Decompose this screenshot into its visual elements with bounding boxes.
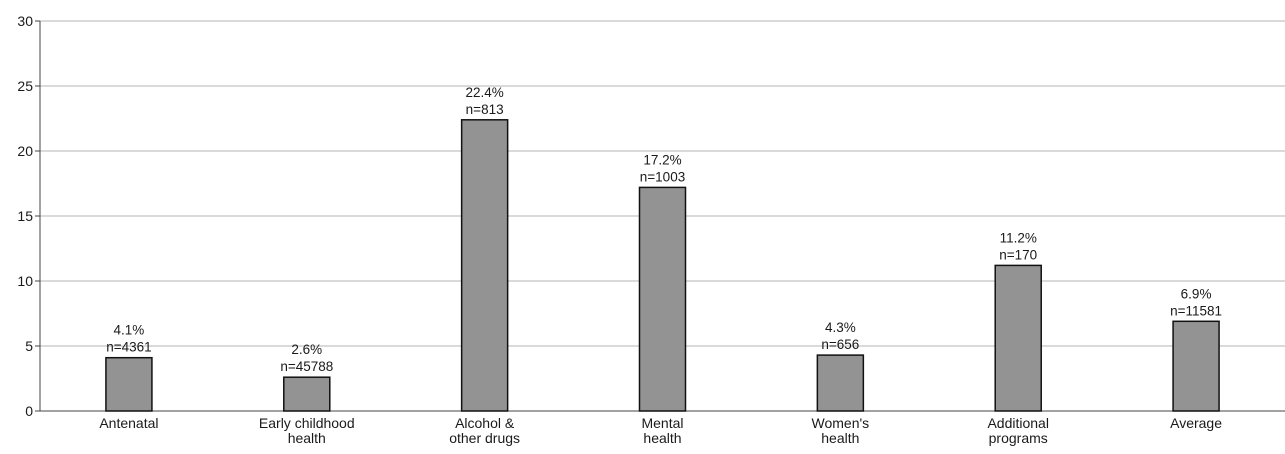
x-category-label: Alcohol &: [455, 415, 515, 431]
bar-value-label: 6.9%: [1181, 286, 1212, 301]
bar-n-label: n=11581: [1170, 303, 1222, 318]
x-category-label: Antenatal: [99, 415, 158, 431]
x-category-label: Additional: [987, 415, 1049, 431]
y-tick-label: 15: [17, 208, 33, 224]
bar-value-label: 17.2%: [643, 152, 681, 167]
bar-n-label: n=170: [999, 247, 1037, 262]
bar: [1172, 320, 1220, 412]
x-category-label: Average: [1170, 415, 1222, 431]
x-category-label: Early childhood: [259, 415, 355, 431]
y-tick-label: 10: [17, 273, 33, 289]
bar-n-label: n=813: [466, 102, 504, 117]
labels: 4.1% n=4361 Antenatal 2.6% n=45788 Early chil…: [99, 85, 1222, 446]
bar-n-label: n=1003: [640, 169, 685, 184]
bar: [994, 264, 1042, 412]
bar: [105, 356, 153, 412]
y-tick-label: 0: [25, 403, 33, 419]
x-category-label: programs: [989, 430, 1048, 446]
bar-value-label: 4.3%: [825, 320, 856, 335]
x-category-label: health: [643, 430, 681, 446]
x-category-label: health: [821, 430, 859, 446]
y-tick-label: 30: [17, 13, 33, 29]
bar: [816, 354, 865, 412]
bar-n-label: n=656: [821, 337, 859, 352]
bar: [460, 119, 509, 412]
bar-n-label: n=4361: [106, 340, 151, 355]
y-tick-label: 25: [17, 78, 33, 94]
bar-value-label: 11.2%: [1000, 230, 1037, 245]
bar-value-label: 22.4%: [466, 85, 504, 100]
x-category-label: other drugs: [449, 430, 520, 446]
bar-value-label: 2.6%: [291, 342, 322, 357]
x-category-label: health: [288, 430, 326, 446]
x-category-label: Women's: [812, 415, 870, 431]
bars: [105, 119, 1220, 412]
y-tick-label: 20: [17, 143, 33, 159]
bar-value-label: 4.1%: [114, 323, 145, 338]
bar: [638, 186, 687, 412]
bar: [283, 376, 331, 412]
y-tick-label: 5: [25, 338, 33, 354]
x-category-label: Mental: [641, 415, 683, 431]
bar-n-label: n=45788: [280, 359, 333, 374]
